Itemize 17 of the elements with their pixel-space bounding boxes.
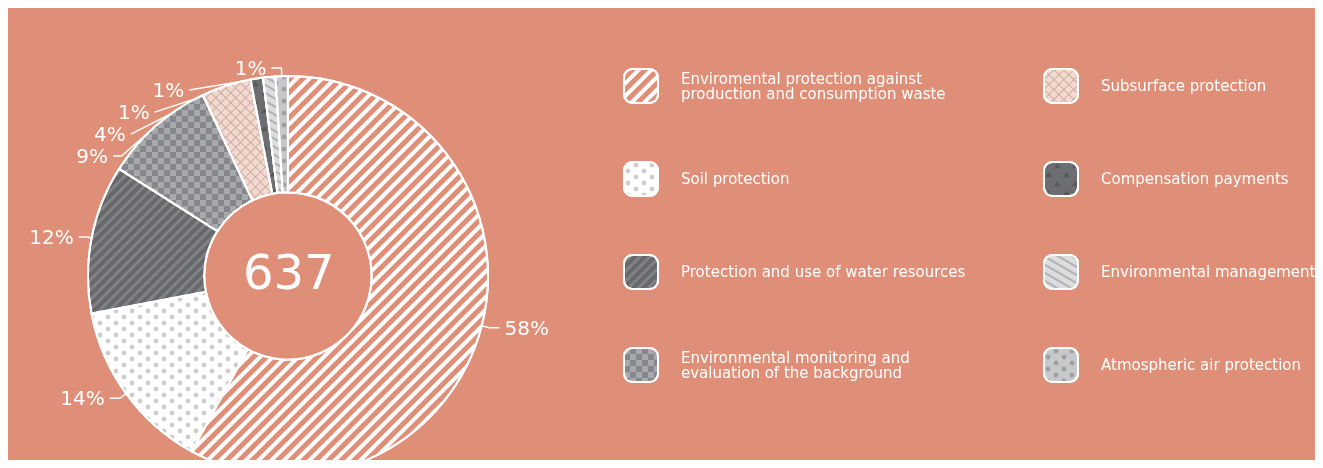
data-label: 58% [504, 315, 549, 340]
data-label: 1% [234, 56, 267, 81]
text: 637 [243, 244, 335, 300]
data-label: 1% [117, 100, 150, 125]
data-label: 12% [29, 225, 74, 250]
data-label: 14% [60, 386, 105, 411]
legend-label: Subsurface protection [1101, 77, 1267, 95]
data-label: 1% [152, 78, 185, 103]
data-label: 4% [94, 122, 126, 147]
legend-label: Enviromental protection against production and consumption waste [681, 69, 946, 103]
legend-label: Soil protection [681, 170, 790, 188]
legend-label: Environmental monitoring and evaluation of the background [681, 348, 915, 382]
legend-label: Atmospheric air protection [1101, 356, 1302, 374]
data-label: 9% [76, 144, 108, 169]
legend-label: Protection and use of water resources [681, 263, 966, 281]
legend-label: Environmental management [1101, 263, 1316, 281]
legend-label: Compensation payments [1101, 170, 1289, 188]
